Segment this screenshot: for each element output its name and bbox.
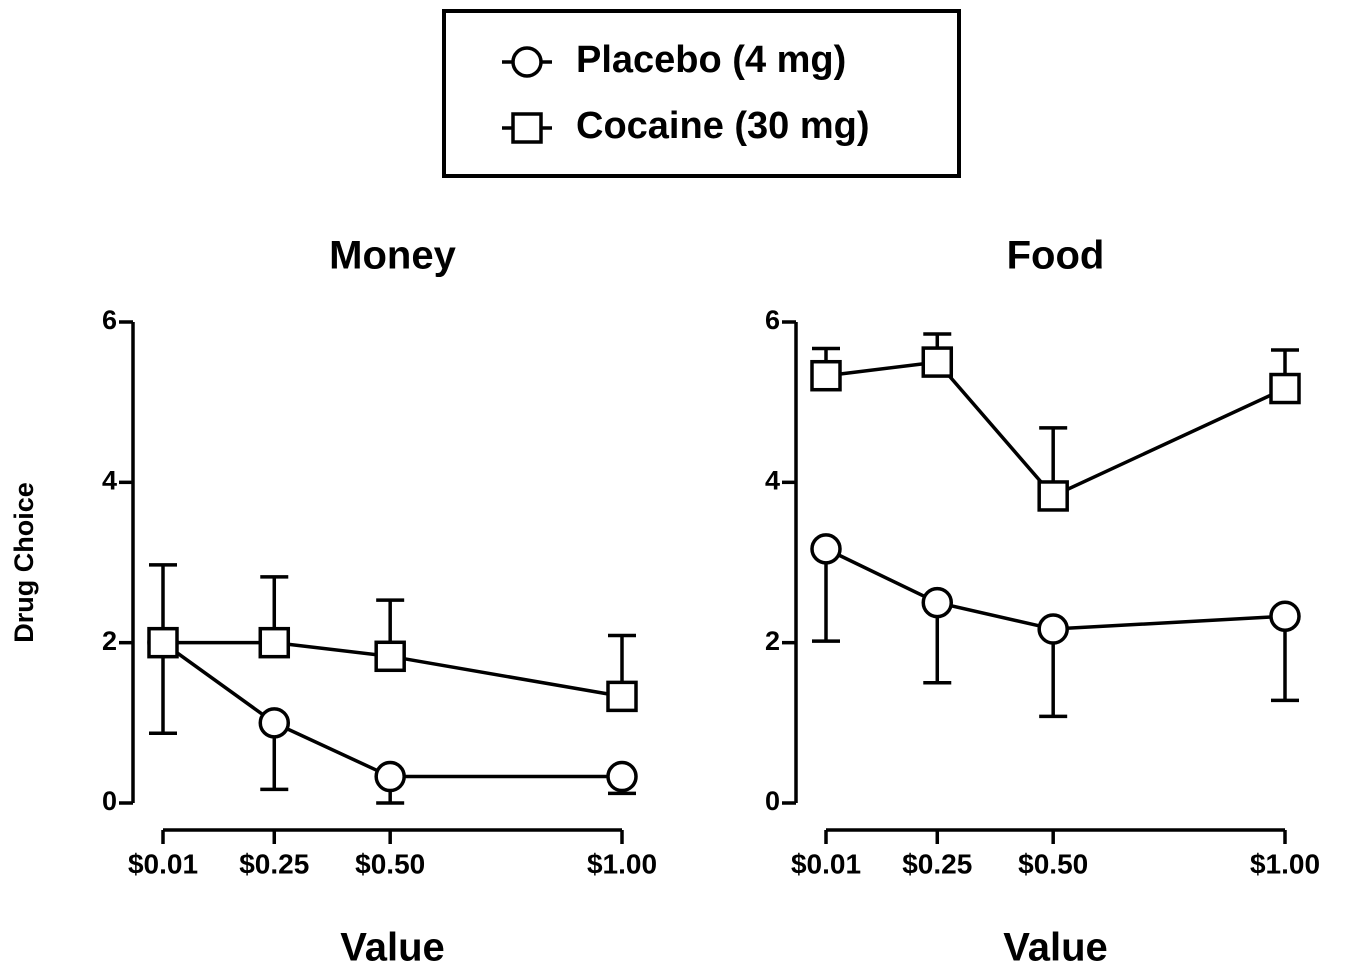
marker [810, 359, 842, 392]
y-tick-label: 4 [102, 465, 117, 495]
panel-title: Food [1007, 234, 1105, 278]
y-tick-label: 2 [765, 626, 780, 656]
series-line [161, 641, 622, 779]
x-axis-label: Value [340, 926, 445, 970]
marker [147, 626, 179, 659]
x-tick-label: $0.01 [128, 848, 198, 879]
x-tick-label: $0.50 [1018, 848, 1088, 879]
series-line [825, 547, 1286, 631]
x-tick-label: $1.00 [1250, 848, 1320, 879]
legend-label: Placebo (4 mg) [576, 39, 846, 81]
marker [606, 680, 638, 713]
marker [1269, 600, 1301, 632]
x-tick-label: $1.00 [587, 848, 657, 879]
y-tick-label: 6 [102, 305, 117, 335]
marker [606, 760, 638, 793]
panel-title: Money [329, 234, 456, 278]
x-tick-label: $0.25 [902, 848, 972, 879]
x-tick-label: $0.50 [355, 848, 425, 879]
marker [374, 640, 406, 673]
y-tick-label: 0 [102, 786, 117, 816]
marker [1037, 480, 1069, 512]
marker [1269, 372, 1301, 405]
legend-box [442, 9, 961, 178]
marker [258, 707, 291, 739]
marker [921, 346, 954, 378]
y-axis-label: Drug Choice [9, 482, 39, 643]
series-line [163, 640, 623, 699]
y-tick-label: 6 [765, 305, 780, 335]
marker [921, 586, 954, 619]
marker [374, 760, 406, 793]
x-axis-label: Value [1003, 926, 1108, 970]
marker [511, 46, 543, 78]
x-tick-label: $0.01 [791, 848, 861, 879]
legend-label: Cocaine (30 mg) [576, 105, 870, 147]
x-tick-label: $0.25 [239, 848, 309, 879]
series-line [825, 360, 1286, 499]
y-tick-label: 4 [765, 465, 780, 495]
marker [810, 533, 842, 565]
marker [1037, 613, 1069, 645]
y-tick-label: 2 [102, 626, 117, 656]
y-tick-label: 0 [765, 786, 780, 816]
marker [511, 112, 543, 144]
marker [258, 626, 291, 659]
